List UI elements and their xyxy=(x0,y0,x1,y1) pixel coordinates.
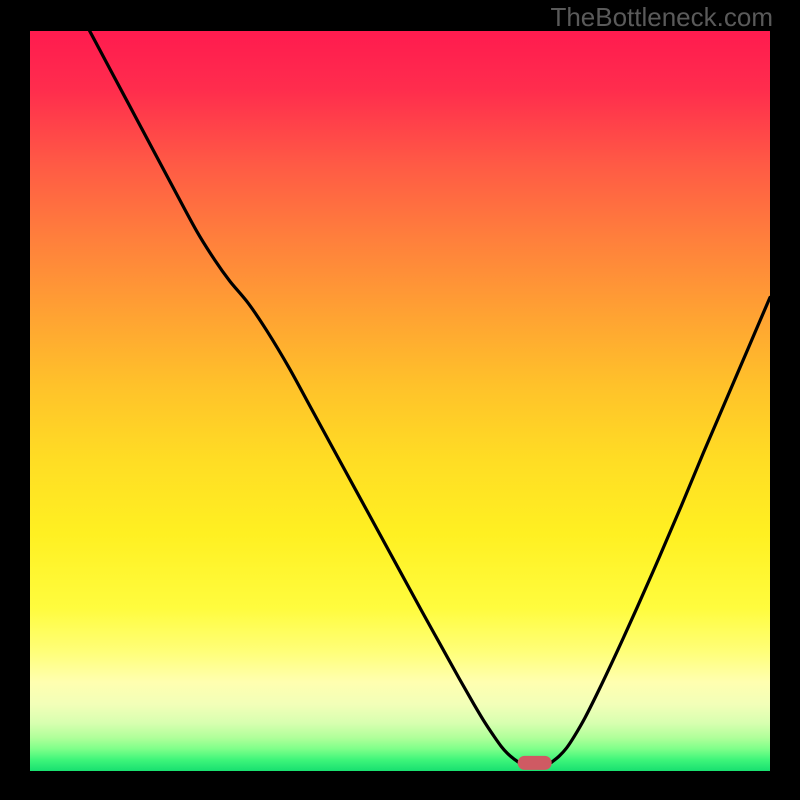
bottleneck-curve-svg xyxy=(30,31,770,771)
bottleneck-curve xyxy=(82,31,770,763)
bottleneck-marker xyxy=(518,756,552,770)
plot-area xyxy=(30,31,770,771)
watermark-text: TheBottleneck.com xyxy=(550,2,773,33)
